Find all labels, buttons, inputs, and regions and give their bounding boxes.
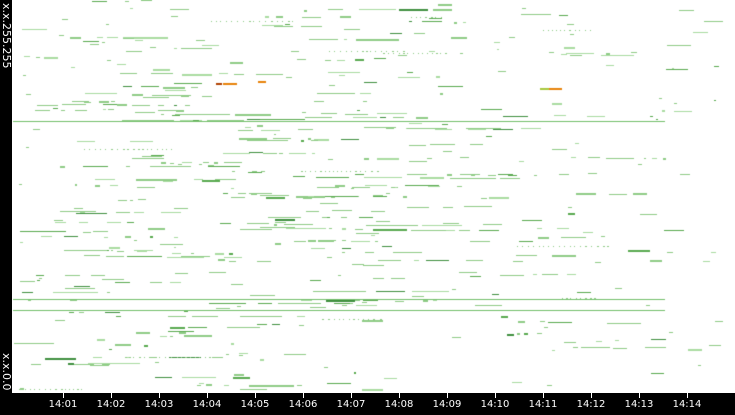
y-axis-label-bottom: x.x.0.0 [0,353,13,391]
x-tick-label: 14:06 [288,399,318,410]
x-tick-mark [447,393,448,398]
x-tick-mark [399,393,400,398]
y-axis-label-top: x.x.255.255 [0,3,13,69]
x-tick-label: 14:11 [528,399,558,410]
x-tick-label: 14:03 [144,399,174,410]
x-tick-mark [543,393,544,398]
x-tick-label: 14:04 [192,399,222,410]
x-tick-mark [159,393,160,398]
x-tick-label: 14:10 [480,399,510,410]
x-tick-label: 14:05 [240,399,270,410]
x-tick-label: 14:13 [624,399,654,410]
x-tick-mark [639,393,640,398]
x-tick-label: 14:08 [384,399,414,410]
x-tick-label: 14:07 [336,399,366,410]
x-tick-label: 14:01 [48,399,78,410]
x-tick-mark [255,393,256,398]
x-axis-bar: 14:01 14:02 14:03 14:04 14:05 14:06 14:07 14:08… [0,393,735,415]
y-axis-bar: x.x.255.255 x.x.0.0 [0,0,13,415]
x-tick-mark [303,393,304,398]
x-tick-mark [207,393,208,398]
x-tick-mark [351,393,352,398]
x-tick-mark [111,393,112,398]
x-tick-label: 14:14 [672,399,702,410]
x-tick-label: 14:02 [96,399,126,410]
x-tick-mark [591,393,592,398]
x-tick-label: 14:09 [432,399,462,410]
x-tick-mark [687,393,688,398]
x-tick-mark [63,393,64,398]
x-tick-mark [495,393,496,398]
x-tick-label: 14:12 [576,399,606,410]
